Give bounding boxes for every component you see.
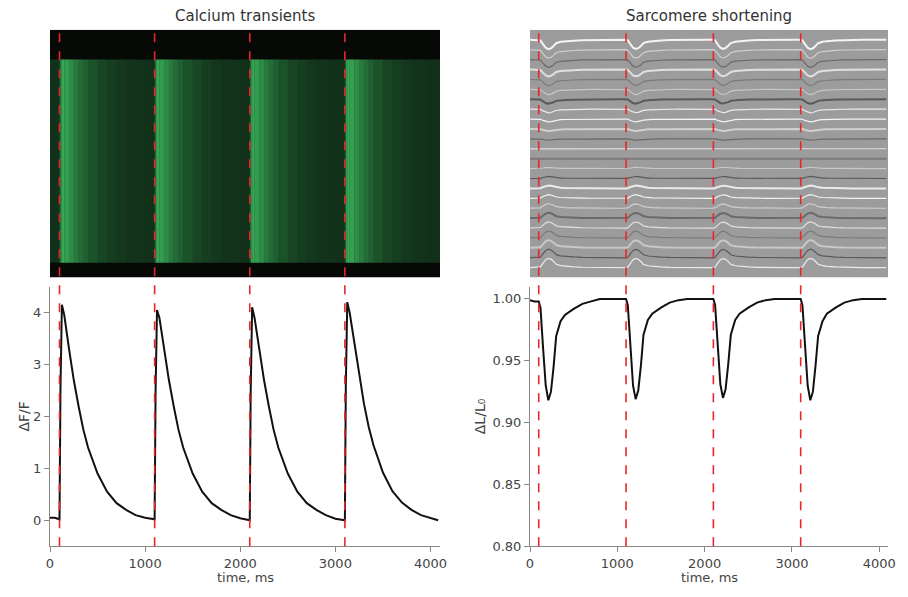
svg-text:0: 0 <box>46 556 54 571</box>
svg-text:time, ms: time, ms <box>681 570 738 585</box>
svg-text:ΔF/F: ΔF/F <box>16 401 32 431</box>
svg-text:1: 1 <box>33 461 41 476</box>
svg-text:0.85: 0.85 <box>492 477 521 492</box>
svg-text:4: 4 <box>33 305 41 320</box>
svg-text:3000: 3000 <box>775 556 808 571</box>
svg-text:0: 0 <box>526 556 534 571</box>
svg-text:0.80: 0.80 <box>492 539 521 554</box>
svg-text:time, ms: time, ms <box>217 570 274 585</box>
svg-text:0.90: 0.90 <box>492 415 521 430</box>
svg-text:2: 2 <box>33 409 41 424</box>
svg-text:4000: 4000 <box>414 556 447 571</box>
svg-text:4000: 4000 <box>863 556 896 571</box>
svg-text:3000: 3000 <box>319 556 352 571</box>
svg-text:ΔL/L₀: ΔL/L₀ <box>472 398 488 434</box>
svg-text:1000: 1000 <box>129 556 162 571</box>
svg-text:1000: 1000 <box>601 556 634 571</box>
svg-text:Calcium transients: Calcium transients <box>175 7 315 25</box>
svg-text:0: 0 <box>33 513 41 528</box>
svg-text:3: 3 <box>33 357 41 372</box>
svg-text:1.00: 1.00 <box>492 291 521 306</box>
svg-text:Sarcomere shortening: Sarcomere shortening <box>626 7 792 25</box>
svg-text:0.95: 0.95 <box>492 353 521 368</box>
svg-text:2000: 2000 <box>688 556 721 571</box>
svg-text:2000: 2000 <box>224 556 257 571</box>
